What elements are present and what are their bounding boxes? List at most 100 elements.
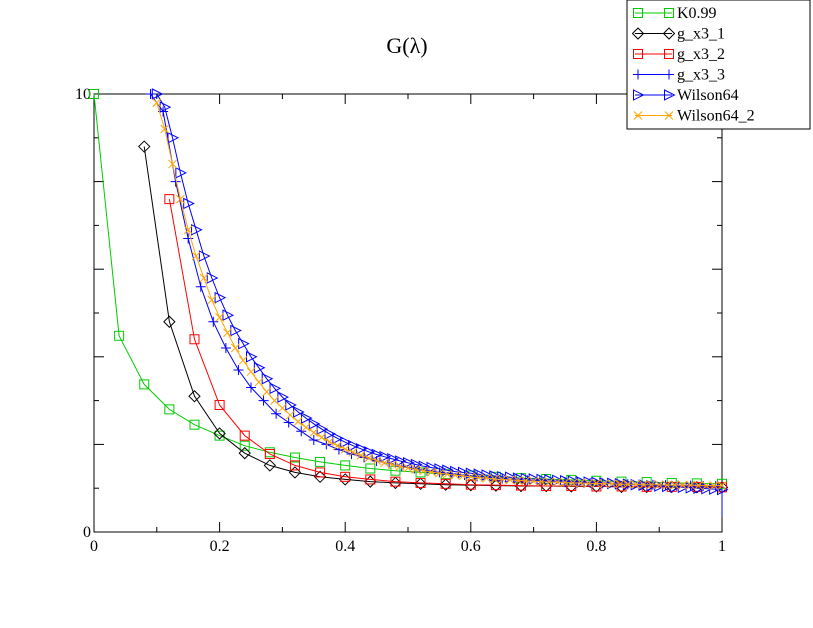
data-point (189, 334, 200, 345)
legend-marker (633, 111, 643, 120)
data-point (317, 433, 327, 442)
data-point (340, 444, 350, 454)
data-point (489, 479, 503, 492)
y-tick-label: 10 (75, 86, 91, 103)
data-point (145, 89, 156, 99)
data-point (238, 337, 250, 350)
data-point (584, 479, 593, 488)
data-point (717, 481, 727, 490)
data-point (263, 459, 277, 472)
data-point (183, 197, 195, 210)
data-point (289, 452, 300, 463)
data-point (285, 410, 295, 420)
data-point (440, 478, 451, 489)
data-point (159, 101, 172, 113)
data-point (278, 403, 287, 413)
data-point (220, 343, 231, 354)
data-point (214, 291, 227, 304)
data-point (207, 295, 217, 305)
data-point (254, 377, 264, 387)
data-point (450, 470, 460, 480)
data-point (340, 460, 351, 471)
data-point (497, 475, 507, 484)
data-point (646, 480, 656, 490)
data-point (164, 404, 175, 415)
legend-label: g_x3_2 (677, 46, 725, 63)
data-point (464, 478, 478, 492)
data-point (199, 273, 209, 283)
data-point (239, 430, 250, 441)
data-point (183, 225, 193, 235)
data-point (599, 477, 611, 489)
data-point (332, 441, 342, 451)
data-point (175, 194, 185, 204)
data-point (387, 460, 397, 469)
x-tick-label: 0.6 (461, 538, 481, 555)
data-point (262, 387, 272, 397)
data-point (505, 475, 515, 485)
legend-marker (631, 27, 645, 40)
data-point (529, 476, 538, 486)
data-point (238, 446, 251, 460)
data-point (230, 343, 240, 353)
data-point (114, 330, 125, 341)
data-point (89, 89, 99, 99)
data-point (662, 480, 672, 490)
data-point (246, 382, 256, 393)
data-point (489, 474, 499, 484)
data-point (206, 272, 219, 284)
legend-label: Wilson64 (677, 87, 739, 104)
data-point (427, 467, 436, 477)
plot-frame (93, 93, 723, 533)
data-point (288, 466, 302, 479)
series-line (150, 93, 716, 487)
data-point (238, 355, 248, 365)
legend-marker (664, 111, 674, 120)
data-point (623, 479, 633, 489)
data-point (151, 88, 164, 100)
data-point (560, 478, 570, 487)
data-point (168, 159, 177, 169)
data-point (514, 479, 528, 493)
data-point (576, 478, 586, 488)
data-point (223, 328, 232, 338)
series-g_x3_3 (145, 89, 721, 492)
data-point (340, 471, 351, 482)
legend-marker (664, 8, 674, 18)
data-point (694, 481, 703, 490)
legend-marker (664, 49, 674, 59)
series-line (168, 199, 723, 488)
legend-marker (664, 69, 674, 80)
data-point (264, 449, 275, 460)
data-point (289, 460, 300, 471)
data-point (458, 471, 468, 481)
data-point (270, 396, 279, 405)
data-point (414, 477, 427, 491)
data-point (415, 477, 426, 488)
x-tick-label: 0.2 (210, 538, 230, 555)
y-tick-label: 0 (83, 524, 91, 541)
legend: K0.99 g_x3_1 g_x3_2 g_x3_3 Wilson64 Wilson64_… (626, 0, 811, 130)
legend-marker (633, 89, 645, 101)
data-point (315, 467, 326, 478)
data-point (188, 390, 201, 403)
data-point (315, 456, 326, 467)
data-point (544, 477, 554, 487)
data-point (419, 466, 429, 476)
data-point (356, 450, 366, 460)
data-point (246, 367, 256, 377)
legend-label: Wilson64_2 (677, 108, 755, 125)
data-point (195, 281, 206, 292)
data-point (167, 131, 180, 144)
data-point (163, 315, 176, 328)
data-point (686, 480, 695, 490)
data-point (615, 479, 625, 489)
data-point (442, 469, 452, 479)
data-point (474, 473, 484, 483)
x-tick-label: 0.4 (335, 538, 355, 555)
series-line (93, 93, 723, 485)
data-point (701, 481, 711, 490)
legend-marker (633, 69, 643, 80)
data-point (189, 419, 200, 430)
